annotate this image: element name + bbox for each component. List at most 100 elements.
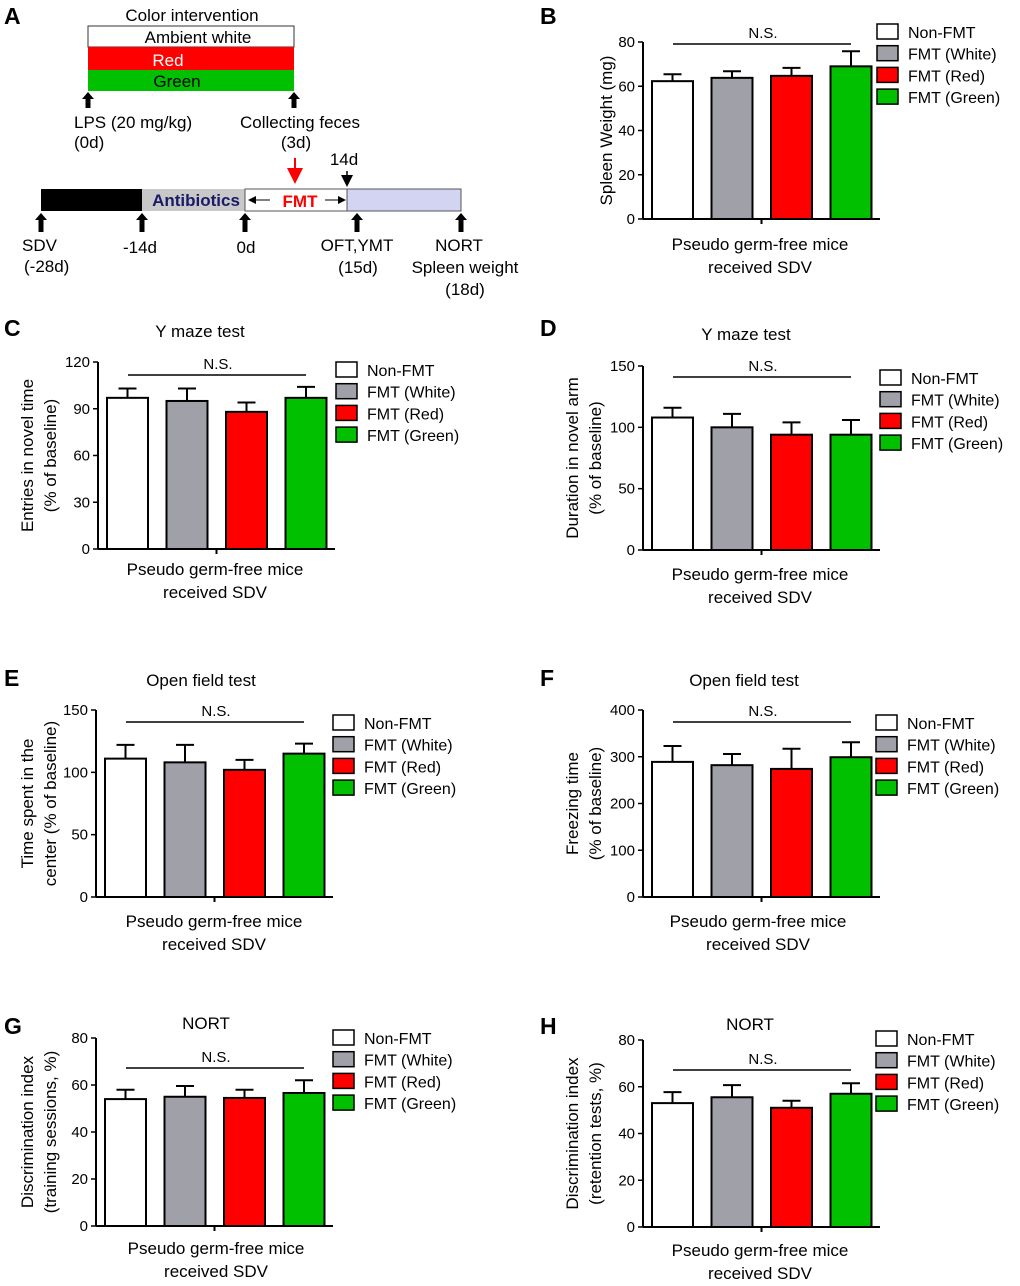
legend-label: FMT (White) bbox=[911, 393, 1000, 410]
bar-fmt-green bbox=[829, 65, 873, 221]
y-axis-label: (% of baseline) bbox=[586, 747, 605, 860]
y-tick-label: 20 bbox=[618, 167, 635, 184]
bar-fmt-white bbox=[710, 764, 754, 898]
legend-swatch bbox=[332, 714, 355, 731]
up-arrow-icon bbox=[288, 92, 300, 108]
x-axis-label: Pseudo germ-free mice bbox=[672, 565, 849, 584]
bar-fmt-green bbox=[282, 1091, 326, 1227]
bar-fmt-white bbox=[163, 1095, 207, 1227]
y-tick-label: 20 bbox=[71, 1171, 88, 1188]
y-tick-label: 40 bbox=[618, 123, 635, 140]
y-axis-label: Duration in novel arm bbox=[563, 377, 582, 539]
panel-letter: B bbox=[540, 3, 557, 29]
legend-swatch bbox=[332, 1050, 355, 1068]
x-axis-label: Pseudo germ-free mice bbox=[128, 1239, 305, 1258]
legend-swatch bbox=[335, 404, 358, 422]
y-tick-label: 0 bbox=[80, 1218, 88, 1235]
x-axis-label: Pseudo germ-free mice bbox=[670, 912, 847, 931]
bar-fmt-green bbox=[282, 752, 326, 899]
y-axis-label: (% of baseline) bbox=[586, 401, 605, 514]
bar-fmt-red bbox=[225, 410, 268, 550]
panel-letter: F bbox=[540, 665, 554, 691]
x-axis-label: received SDV bbox=[708, 1264, 813, 1283]
y-tick-label: 0 bbox=[627, 1219, 635, 1236]
legend-swatch bbox=[876, 23, 899, 40]
panel-letter: G bbox=[4, 1013, 22, 1039]
y-axis-label: (retention tests, %) bbox=[586, 1062, 605, 1205]
panel-letter-a: A bbox=[4, 3, 21, 29]
panel-letter: H bbox=[540, 1013, 557, 1039]
legend-swatch bbox=[879, 369, 902, 386]
y-axis-label: (training sessions, %) bbox=[41, 1051, 60, 1214]
panel-d: D Y maze test 0 50 100 150 Duration in novel a… bbox=[540, 315, 1003, 607]
y-tick-label: 200 bbox=[610, 796, 635, 813]
y-tick-label: 50 bbox=[71, 827, 88, 844]
y-tick-label: 150 bbox=[63, 702, 88, 719]
bar-non-fmt bbox=[651, 80, 694, 220]
legend-swatch bbox=[876, 44, 899, 62]
up-arrows bbox=[35, 92, 467, 232]
y-axis-label: Freezing time bbox=[563, 752, 582, 855]
up-arrow-icon bbox=[82, 92, 94, 108]
legend-label: FMT (Red) bbox=[367, 406, 444, 423]
legend-swatch bbox=[332, 1072, 355, 1090]
collecting-day: (3d) bbox=[281, 133, 311, 152]
color-intervention-label: Color intervention bbox=[125, 6, 258, 25]
y-axis-label: Entries in novel time bbox=[18, 379, 37, 532]
legend-swatch bbox=[332, 1094, 355, 1111]
legend-label: FMT (White) bbox=[908, 47, 997, 64]
chart-title: Open field test bbox=[146, 671, 256, 690]
legend-label: FMT (Red) bbox=[907, 759, 984, 776]
minus14-label: -14d bbox=[123, 238, 157, 257]
y-tick-label: 90 bbox=[73, 401, 90, 418]
y-tick-label: 100 bbox=[610, 842, 635, 859]
bar-non-fmt bbox=[104, 757, 147, 898]
bar-fmt-green bbox=[829, 756, 873, 899]
chart-title: Open field test bbox=[689, 671, 799, 690]
chart-title: NORT bbox=[726, 1015, 774, 1034]
y-tick-label: 100 bbox=[610, 419, 635, 436]
up-arrow-icon bbox=[351, 213, 363, 232]
legend-swatch bbox=[335, 382, 358, 400]
x-axis-label: Pseudo germ-free mice bbox=[672, 235, 849, 254]
legend-swatch bbox=[875, 757, 898, 775]
legend-swatch bbox=[335, 361, 358, 378]
legend-label: FMT (Green) bbox=[364, 1096, 456, 1113]
y-tick-label: 400 bbox=[610, 702, 635, 719]
y-axis-label: Discrimination index bbox=[563, 1057, 582, 1210]
significance-label: N.S. bbox=[748, 358, 777, 375]
x-axis-label: received SDV bbox=[706, 935, 811, 954]
legend-label: FMT (Red) bbox=[911, 414, 988, 431]
legend-swatch bbox=[875, 1095, 898, 1112]
fmt-label: FMT bbox=[283, 192, 319, 211]
legend-label: Non-FMT bbox=[911, 371, 979, 388]
chart-title: Y maze test bbox=[701, 325, 791, 344]
legend-label: FMT (Green) bbox=[908, 90, 1000, 107]
x-axis-label: received SDV bbox=[708, 258, 813, 277]
panel-letter: E bbox=[4, 665, 19, 691]
bar-non-fmt bbox=[104, 1098, 147, 1227]
legend-label: FMT (Green) bbox=[367, 428, 459, 445]
y-tick-label: 0 bbox=[80, 889, 88, 906]
panel-a: A Color intervention Ambient white Red G… bbox=[4, 3, 519, 299]
up-arrow-icon bbox=[455, 213, 467, 232]
y-axis-label: Discrimination index bbox=[18, 1055, 37, 1208]
oft-ymt-day: (15d) bbox=[338, 258, 378, 277]
legend-label: FMT (White) bbox=[907, 1054, 996, 1071]
y-tick-label: 120 bbox=[65, 354, 90, 371]
chart-title: Y maze test bbox=[155, 322, 245, 341]
x-axis-label: received SDV bbox=[708, 588, 813, 607]
legend-swatch bbox=[335, 426, 358, 443]
bar-non-fmt bbox=[651, 1102, 694, 1229]
legend-label: Non-FMT bbox=[907, 716, 975, 733]
y-tick-label: 50 bbox=[618, 481, 635, 498]
significance-label: N.S. bbox=[201, 703, 230, 720]
legend-label: FMT (Green) bbox=[907, 781, 999, 798]
test-period-bar bbox=[346, 188, 462, 212]
legend-label: Non-FMT bbox=[364, 1031, 432, 1048]
y-axis-label: (% of baseline) bbox=[41, 399, 60, 512]
red-bar bbox=[88, 47, 294, 70]
legend-swatch bbox=[875, 1051, 898, 1069]
bar-fmt-green bbox=[829, 433, 873, 551]
